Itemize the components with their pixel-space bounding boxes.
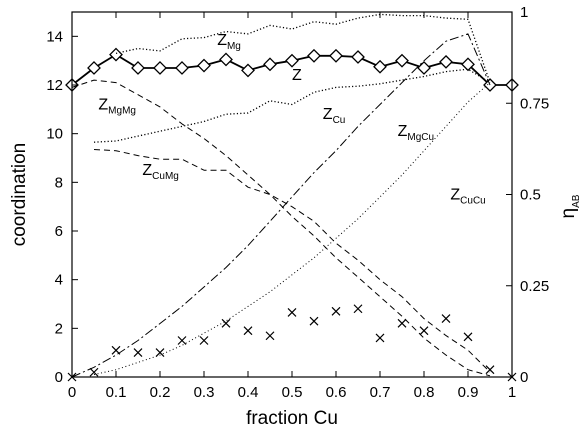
x-tick-label: 1 bbox=[508, 384, 516, 401]
diamond-marker bbox=[153, 61, 167, 75]
diamond-marker bbox=[241, 63, 255, 78]
diamond-marker bbox=[109, 47, 123, 62]
y-left-tick-label: 2 bbox=[55, 320, 63, 337]
annotation-label-1: Z bbox=[292, 67, 302, 84]
annotation-label-5: ZCuMg bbox=[142, 162, 178, 182]
series-7 bbox=[67, 304, 517, 382]
diamond-marker bbox=[461, 57, 475, 72]
cross-marker bbox=[221, 318, 231, 328]
series-4 bbox=[93, 149, 491, 373]
annotation-label-6: ZCuCu bbox=[450, 186, 485, 206]
annotation-label-3: ZCu bbox=[323, 106, 346, 126]
annotation-label-4: ZMgCu bbox=[398, 123, 434, 143]
y-left-tick-label: 14 bbox=[46, 28, 63, 45]
y-left-axis-title: coordination bbox=[9, 143, 30, 247]
cross-marker bbox=[133, 348, 143, 357]
series-2 bbox=[93, 68, 491, 143]
cross-marker bbox=[419, 326, 429, 336]
diamond-marker bbox=[395, 53, 409, 68]
series-5 bbox=[71, 33, 491, 378]
y-right-tick-label: 0.5 bbox=[520, 187, 541, 204]
cross-marker bbox=[463, 332, 473, 342]
cross-marker bbox=[199, 336, 209, 345]
series-line bbox=[93, 82, 491, 376]
cross-marker bbox=[177, 336, 187, 345]
cross-marker bbox=[309, 316, 319, 326]
y-left-tick-label: 0 bbox=[55, 369, 63, 386]
cross-marker bbox=[441, 314, 451, 324]
diamond-marker bbox=[307, 48, 321, 63]
diamond-marker bbox=[439, 54, 453, 69]
y-right-tick-label: 1 bbox=[520, 4, 528, 21]
x-tick-label: 0.5 bbox=[282, 384, 303, 401]
cross-marker bbox=[353, 304, 363, 314]
y-left-tick-label: 6 bbox=[55, 223, 63, 240]
cross-marker bbox=[111, 345, 121, 355]
diamond-marker bbox=[373, 59, 387, 74]
diamond-marker bbox=[285, 53, 299, 68]
series-0 bbox=[65, 47, 519, 92]
series-line bbox=[93, 68, 491, 143]
x-tick-label: 0 bbox=[68, 384, 76, 401]
x-tick-label: 0.7 bbox=[370, 384, 391, 401]
y-left-tick-label: 12 bbox=[46, 77, 63, 94]
cross-marker bbox=[375, 333, 385, 343]
x-tick-label: 0.1 bbox=[106, 384, 127, 401]
cross-marker bbox=[397, 318, 407, 328]
series-3 bbox=[71, 79, 491, 377]
cross-marker bbox=[89, 367, 99, 377]
diamond-marker bbox=[329, 48, 343, 63]
series-1 bbox=[115, 13, 491, 83]
y-right-tick-label: 0 bbox=[520, 369, 528, 386]
series-line bbox=[71, 79, 491, 377]
y-right-axis-title: ηAB bbox=[558, 194, 582, 218]
diamond-marker bbox=[219, 52, 233, 67]
axes-layer: 0 0.1 0.2 0.3 0.4 0.5 0.6 0.7 0.8 0.9 102468101214… bbox=[9, 4, 582, 429]
series-layer bbox=[65, 13, 519, 382]
x-tick-label: 0.3 bbox=[194, 384, 215, 401]
x-tick-label: 0.9 bbox=[458, 384, 479, 401]
x-tick-label: 0.8 bbox=[414, 384, 435, 401]
cross-marker bbox=[265, 331, 275, 341]
diamond-marker bbox=[351, 50, 365, 64]
annotation-label-2: ZMgMg bbox=[98, 96, 136, 116]
cross-marker bbox=[485, 365, 495, 375]
diamond-marker bbox=[131, 61, 145, 75]
diamond-marker bbox=[87, 61, 101, 75]
y-right-tick-label: 0.75 bbox=[520, 95, 549, 112]
y-left-tick-label: 4 bbox=[55, 272, 63, 289]
diamond-marker bbox=[175, 61, 189, 75]
series-6 bbox=[93, 82, 491, 376]
cross-marker bbox=[155, 348, 165, 357]
diamond-marker bbox=[263, 57, 277, 72]
series-line bbox=[71, 33, 491, 378]
x-tick-label: 0.6 bbox=[326, 384, 347, 401]
diamond-marker bbox=[417, 61, 431, 75]
x-tick-label: 0.4 bbox=[238, 384, 259, 401]
y-right-tick-label: 0.25 bbox=[520, 278, 549, 295]
annotation-label-0: ZMg bbox=[217, 32, 241, 52]
y-left-tick-label: 10 bbox=[46, 126, 63, 143]
diamond-marker bbox=[197, 58, 211, 73]
x-tick-label: 0.2 bbox=[150, 384, 171, 401]
x-axis-title: fraction Cu bbox=[246, 408, 338, 429]
cross-marker bbox=[287, 307, 297, 317]
cross-marker bbox=[331, 306, 341, 316]
series-line bbox=[115, 13, 491, 83]
cross-marker bbox=[243, 326, 253, 336]
y-left-tick-label: 8 bbox=[55, 174, 63, 191]
series-line bbox=[93, 149, 491, 373]
